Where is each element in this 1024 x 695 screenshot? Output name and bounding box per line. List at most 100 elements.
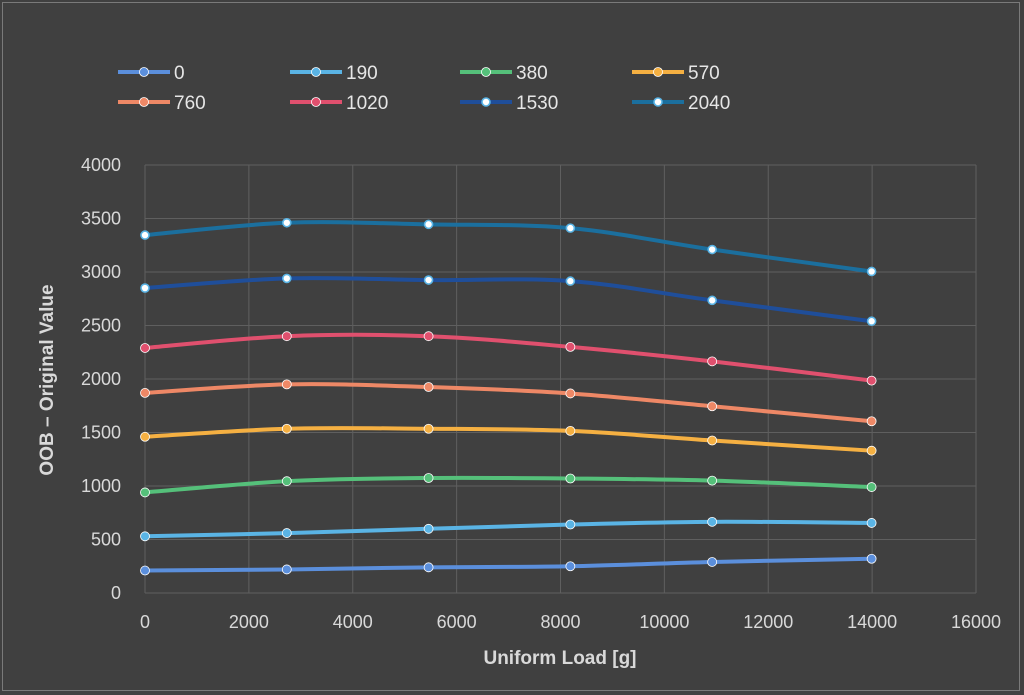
data-point bbox=[423, 275, 434, 285]
series-line bbox=[143, 332, 874, 383]
y-axis-title: OOB – Original Value bbox=[37, 284, 58, 475]
x-tick-label: 4000 bbox=[333, 612, 373, 632]
series-1020 bbox=[140, 331, 877, 386]
x-tick-label: 2000 bbox=[229, 612, 269, 632]
x-tick-label: 6000 bbox=[437, 612, 477, 632]
legend-marker bbox=[481, 67, 491, 77]
data-point bbox=[707, 356, 718, 367]
data-point bbox=[707, 475, 718, 486]
data-point bbox=[281, 379, 292, 390]
series-380 bbox=[140, 473, 877, 498]
y-tick-label: 500 bbox=[91, 530, 121, 550]
data-point bbox=[866, 416, 877, 427]
series-line bbox=[143, 556, 874, 573]
series-line bbox=[143, 426, 874, 453]
series-line bbox=[143, 519, 874, 539]
data-point bbox=[866, 375, 877, 386]
legend-marker bbox=[653, 67, 663, 77]
legend-item-1020: 1020 bbox=[290, 93, 388, 114]
legend-marker bbox=[653, 97, 663, 107]
data-point bbox=[140, 431, 150, 442]
data-point bbox=[707, 401, 718, 412]
data-point bbox=[423, 219, 434, 230]
series-line bbox=[143, 220, 874, 274]
legend-label: 190 bbox=[346, 63, 378, 84]
data-point bbox=[281, 217, 292, 228]
legend-label: 0 bbox=[174, 63, 185, 84]
data-point bbox=[140, 565, 150, 576]
legend-marker bbox=[139, 97, 149, 107]
y-tick-label: 2000 bbox=[81, 369, 121, 389]
data-point bbox=[281, 564, 292, 575]
data-point bbox=[565, 425, 576, 436]
x-tick-label: 10000 bbox=[639, 612, 689, 632]
data-point bbox=[281, 273, 292, 284]
series-190 bbox=[140, 516, 877, 542]
legend-item-570: 570 bbox=[632, 63, 720, 84]
legend-marker bbox=[311, 97, 321, 107]
data-point bbox=[707, 244, 717, 255]
x-tick-label: 14000 bbox=[847, 612, 897, 632]
series-2040 bbox=[140, 217, 877, 277]
y-tick-label: 3500 bbox=[81, 209, 121, 229]
data-point bbox=[423, 523, 434, 534]
legend-label: 2040 bbox=[688, 93, 730, 114]
data-point bbox=[565, 276, 576, 286]
series-line bbox=[143, 276, 874, 324]
series-line bbox=[143, 382, 874, 424]
series-0 bbox=[140, 553, 877, 576]
data-point bbox=[140, 283, 150, 293]
series-line bbox=[143, 475, 874, 495]
data-point bbox=[140, 487, 150, 498]
series-760 bbox=[140, 379, 877, 427]
data-point bbox=[140, 230, 150, 240]
data-point bbox=[707, 516, 718, 527]
data-point bbox=[140, 531, 150, 542]
data-point bbox=[281, 331, 292, 342]
legend-item-190: 190 bbox=[290, 63, 378, 84]
legend-label: 570 bbox=[688, 63, 720, 84]
legend-label: 1530 bbox=[516, 93, 558, 114]
y-tick-label: 2500 bbox=[81, 316, 121, 336]
series-group bbox=[140, 217, 877, 576]
y-tick-label: 1500 bbox=[81, 423, 121, 443]
x-axis-title: Uniform Load [g] bbox=[483, 648, 636, 669]
legend-marker bbox=[481, 97, 491, 107]
y-tick-label: 3000 bbox=[81, 262, 121, 282]
legend-item-2040: 2040 bbox=[632, 93, 730, 114]
data-point bbox=[281, 476, 292, 487]
data-point bbox=[423, 382, 434, 392]
legend-marker bbox=[139, 67, 149, 77]
data-point bbox=[423, 562, 434, 573]
data-point bbox=[565, 519, 576, 530]
series-570 bbox=[140, 423, 877, 456]
legend-item-1530: 1530 bbox=[460, 93, 558, 114]
data-point bbox=[866, 266, 877, 277]
data-point bbox=[281, 528, 292, 538]
y-tick-label: 0 bbox=[111, 583, 121, 603]
data-point bbox=[707, 557, 718, 567]
legend-marker bbox=[311, 67, 321, 77]
data-point bbox=[565, 473, 576, 484]
data-point bbox=[866, 445, 877, 456]
data-point bbox=[707, 435, 718, 446]
data-point bbox=[423, 423, 434, 434]
data-point bbox=[140, 388, 150, 398]
y-axis-ticks: 0 500 1000 1500 2000 2500 3000 3500 4000 bbox=[81, 155, 121, 603]
data-point bbox=[707, 295, 717, 306]
legend-item-0: 0 bbox=[118, 63, 185, 84]
x-tick-label: 16000 bbox=[951, 612, 1001, 632]
legend: 0 190 380 570 760 1020 1530 2040 bbox=[118, 63, 730, 114]
data-point bbox=[565, 561, 576, 572]
legend-label: 380 bbox=[516, 63, 548, 84]
legend-item-380: 380 bbox=[460, 63, 548, 84]
data-point bbox=[423, 331, 434, 342]
data-point bbox=[565, 388, 576, 399]
legend-label: 1020 bbox=[346, 93, 388, 114]
data-point bbox=[423, 473, 434, 483]
x-tick-label: 8000 bbox=[540, 612, 580, 632]
data-point bbox=[565, 223, 576, 233]
data-point bbox=[565, 341, 576, 352]
x-axis-ticks: 0 2000 4000 6000 8000 10000 12000 14000 16000 bbox=[140, 612, 1001, 632]
